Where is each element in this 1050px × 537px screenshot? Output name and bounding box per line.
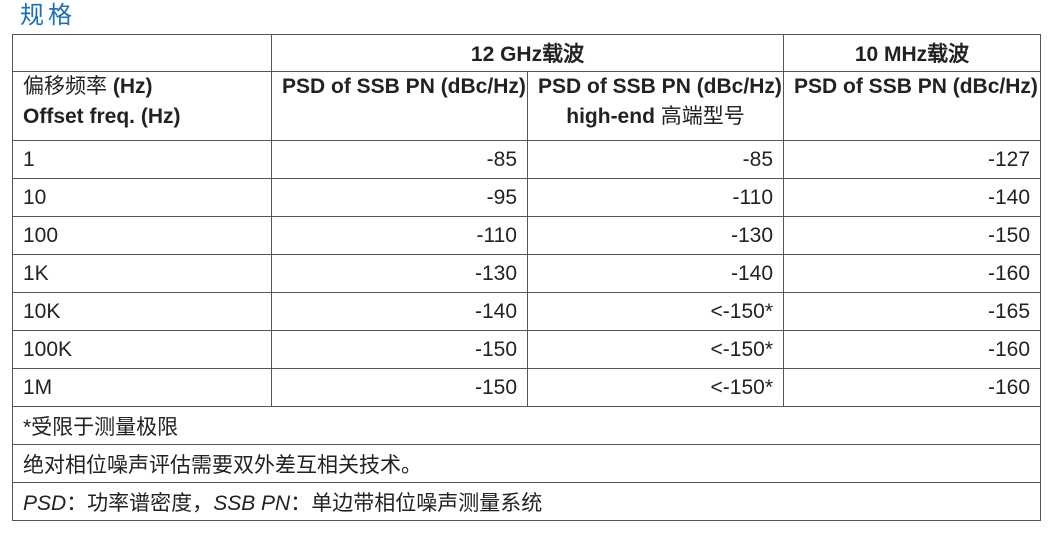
header-12ghz-carrier: 12 GHz载波 — [270, 34, 785, 72]
psd-mhz-cell: -160 — [783, 368, 1042, 407]
psd-label: PSD of SSB PN (dBc/Hz) — [538, 75, 782, 98]
psd-ghz-cell: -150 — [271, 330, 528, 369]
footnote-limit: *受限于测量极限 — [11, 406, 1042, 445]
highend-label-zh: 高端型号 — [660, 105, 745, 128]
psd-ghz-highend-cell: <-150* — [526, 292, 785, 331]
ssb-abbreviation: SSB PN — [213, 491, 291, 515]
psd-mhz-cell: -160 — [783, 254, 1042, 293]
header-column-row: 偏移频率 (Hz) Offset freq. (Hz) PSD of SSB P… — [12, 71, 1042, 141]
table-row: 100 -110 -130 -150 — [12, 216, 1042, 255]
psd-label: PSD of SSB PN (dBc/Hz) — [794, 75, 1038, 98]
psd-mhz-cell: -140 — [783, 178, 1042, 217]
psd-definition: ：功率谱密度， — [66, 491, 214, 515]
offset-cell: 100K — [12, 330, 272, 369]
offset-cell: 10 — [12, 178, 272, 217]
spec-table: 12 GHz载波 10 MHz载波 偏移频率 (Hz) Offset freq.… — [11, 34, 1042, 521]
psd-abbreviation: PSD — [23, 491, 67, 515]
offset-label-unit: (Hz) — [112, 75, 153, 98]
table-row: 1K -130 -140 -160 — [12, 254, 1042, 293]
highend-label-en: high-end — [566, 105, 655, 128]
table-row: 1M -150 <-150* -160 — [12, 368, 1042, 407]
psd-ghz-cell: -130 — [271, 254, 528, 293]
highend-label: high-end 高端型号 — [538, 102, 773, 132]
table-row: 1 -85 -85 -127 — [12, 140, 1042, 179]
footnote-abbreviations: PSD：功率谱密度，SSB PN：单边带相位噪声测量系统 — [11, 482, 1042, 521]
psd-ghz-highend-cell: <-150* — [526, 368, 785, 407]
table-row: 10K -140 <-150* -165 — [12, 292, 1042, 331]
header-empty-cell — [12, 34, 272, 72]
psd-ghz-cell: -140 — [271, 292, 528, 331]
offset-label-zh: 偏移频率 — [23, 75, 107, 98]
offset-cell: 10K — [12, 292, 272, 331]
psd-mhz-cell: -150 — [783, 216, 1042, 255]
offset-cell: 1M — [12, 368, 272, 407]
psd-mhz-cell: -160 — [783, 330, 1042, 369]
table-row: 100K -150 <-150* -160 — [12, 330, 1042, 369]
psd-ghz-cell: -110 — [271, 216, 528, 255]
header-psd-ghz-highend: PSD of SSB PN (dBc/Hz) high-end 高端型号 — [526, 71, 785, 141]
table-row: 10 -95 -110 -140 — [12, 178, 1042, 217]
psd-ghz-cell: -95 — [271, 178, 528, 217]
footnote-row: 绝对相位噪声评估需要双外差互相关技术。 — [11, 444, 1042, 483]
offset-cell: 1K — [12, 254, 272, 293]
psd-mhz-cell: -165 — [783, 292, 1042, 331]
header-offset-freq: 偏移频率 (Hz) Offset freq. (Hz) — [12, 71, 272, 141]
footnote-absolute-phase-noise: 绝对相位噪声评估需要双外差互相关技术。 — [11, 444, 1042, 483]
psd-ghz-cell: -85 — [271, 140, 528, 179]
header-10mhz-carrier: 10 MHz载波 — [783, 34, 1042, 72]
offset-cell: 100 — [12, 216, 272, 255]
psd-label: PSD of SSB PN (dBc/Hz) — [282, 75, 526, 98]
psd-mhz-cell: -127 — [783, 140, 1042, 179]
psd-ghz-highend-cell: -130 — [526, 216, 785, 255]
psd-ghz-highend-cell: -140 — [526, 254, 785, 293]
header-group-row: 12 GHz载波 10 MHz载波 — [12, 34, 1042, 72]
section-title: 规格 — [20, 2, 76, 29]
footnote-row: *受限于测量极限 — [11, 406, 1042, 445]
psd-ghz-highend-cell: -110 — [526, 178, 785, 217]
offset-label-line-1: 偏移频率 (Hz) — [23, 73, 261, 103]
psd-ghz-highend-cell: <-150* — [526, 330, 785, 369]
psd-ghz-highend-cell: -85 — [526, 140, 785, 179]
psd-ghz-cell: -150 — [271, 368, 528, 407]
offset-label-en: Offset freq. (Hz) — [23, 105, 181, 128]
header-psd-ghz: PSD of SSB PN (dBc/Hz) — [271, 71, 528, 141]
offset-cell: 1 — [12, 140, 272, 179]
header-psd-mhz: PSD of SSB PN (dBc/Hz) — [783, 71, 1042, 141]
ssb-definition: ：单边带相位噪声测量系统 — [290, 491, 543, 515]
footnote-row: PSD：功率谱密度，SSB PN：单边带相位噪声测量系统 — [11, 482, 1042, 521]
